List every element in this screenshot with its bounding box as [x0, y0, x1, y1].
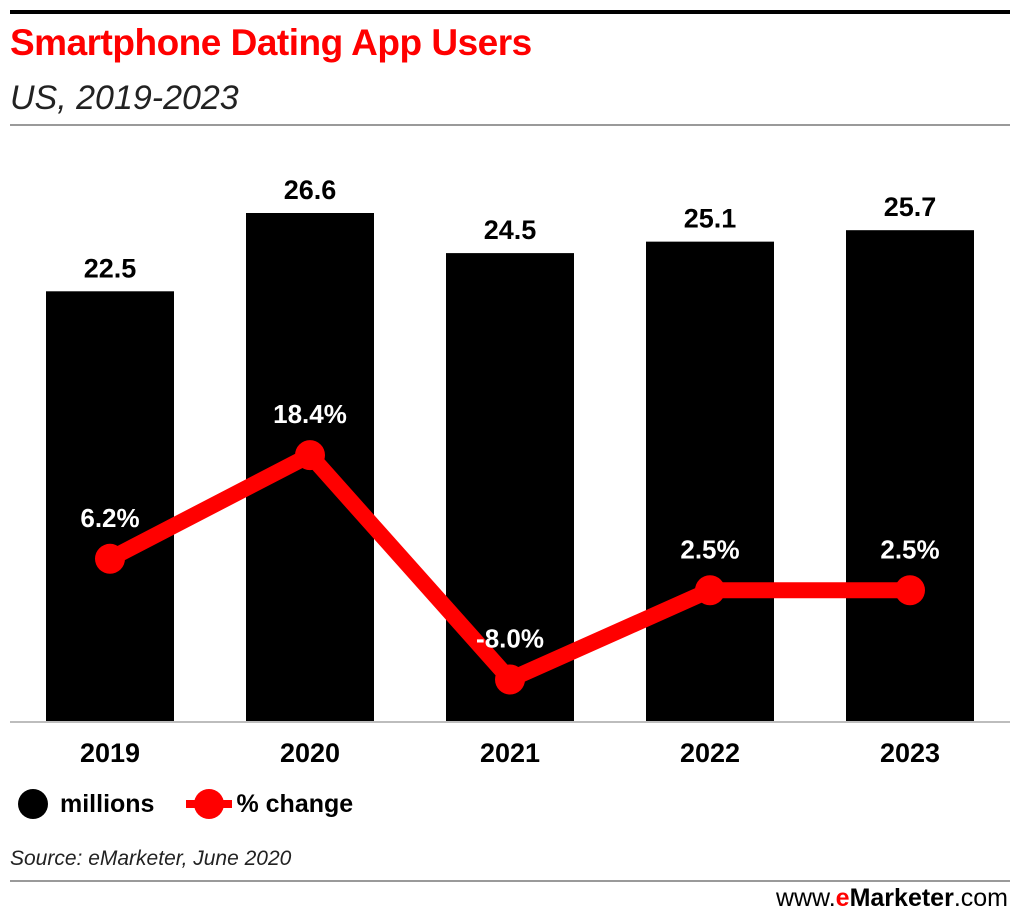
bar-2023	[846, 230, 974, 721]
bar-value-label-2022: 25.1	[684, 204, 737, 234]
brand-suffix: .com	[953, 884, 1008, 912]
percent-change-point-2022	[695, 575, 725, 606]
legend-item-millions: millions	[18, 789, 154, 819]
bar-value-label-2019: 22.5	[84, 253, 137, 283]
chart-title: Smartphone Dating App Users	[10, 22, 532, 63]
legend-swatch-millions	[18, 789, 48, 819]
percent-change-point-2020	[295, 440, 325, 471]
percent-change-label-2019: 6.2%	[80, 503, 139, 533]
x-tick-label-2019: 2019	[80, 738, 140, 768]
source-note: Source: eMarketer, June 2020	[10, 847, 292, 870]
x-tick-label-2022: 2022	[680, 738, 740, 768]
brand-e: e	[835, 884, 850, 912]
bar-value-label-2021: 24.5	[484, 215, 537, 245]
bar-2022	[646, 241, 774, 722]
bar-value-label-2023: 25.7	[884, 192, 937, 222]
legend: millions % change	[18, 786, 393, 822]
top-rule	[10, 10, 1010, 14]
percent-change-label-2020: 18.4%	[273, 399, 347, 429]
subtitle-rule	[10, 124, 1010, 126]
x-tick-label-2023: 2023	[880, 738, 940, 768]
legend-label-percent-change: % change	[236, 789, 354, 818]
legend-item-percent-change: % change	[186, 789, 354, 819]
legend-swatch-percent-change	[186, 789, 233, 819]
bottom-rule	[10, 880, 1010, 882]
percent-change-label-2023: 2.5%	[880, 534, 939, 564]
bar-2019	[46, 291, 174, 721]
chart-subtitle: US, 2019-2023	[10, 79, 239, 117]
bar-value-label-2020: 26.6	[284, 175, 337, 205]
percent-change-point-2021	[495, 664, 525, 695]
brand-url: www.eMarketer.com	[776, 884, 1008, 913]
percent-change-label-2021: -8.0%	[476, 624, 544, 654]
percent-change-point-2019	[95, 543, 125, 574]
x-tick-label-2020: 2020	[280, 738, 340, 768]
legend-label-millions: millions	[60, 789, 155, 818]
x-tick-label-2021: 2021	[480, 738, 540, 768]
percent-change-point-2023	[895, 575, 925, 606]
chart-area: 22.5 2019 26.6 2020 24.5 2021 25.1 2022 25.7 2023…	[10, 175, 1010, 768]
brand-prefix: www.	[775, 884, 836, 912]
brand-name: Marketer	[849, 884, 954, 912]
percent-change-label-2022: 2.5%	[680, 534, 739, 564]
